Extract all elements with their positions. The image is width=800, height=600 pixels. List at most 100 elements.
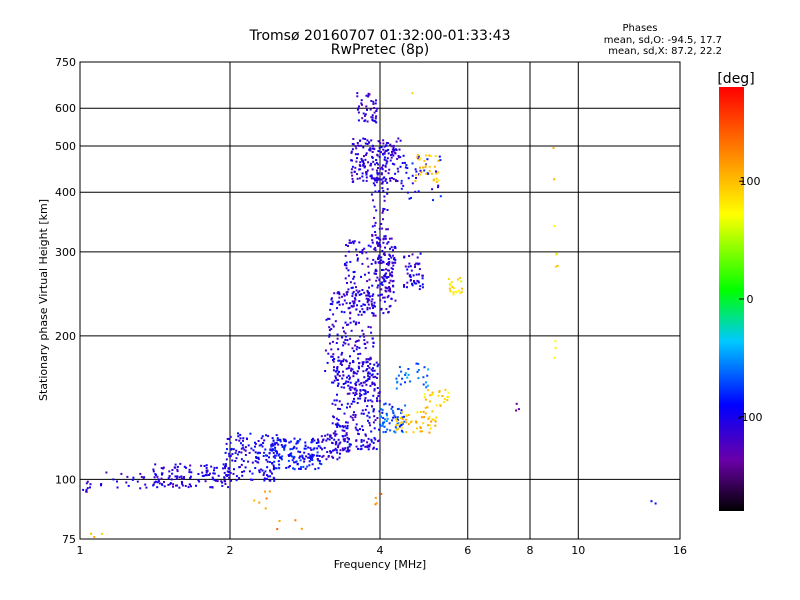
data-point <box>347 450 350 453</box>
data-point <box>235 475 238 478</box>
data-point <box>358 362 361 364</box>
data-point <box>379 167 382 170</box>
data-point <box>343 429 346 432</box>
data-point <box>355 428 358 431</box>
data-point <box>402 154 405 157</box>
data-point <box>311 457 313 460</box>
data-point <box>366 368 369 371</box>
data-point <box>381 283 384 286</box>
data-point <box>343 311 346 314</box>
data-point <box>232 472 235 475</box>
data-point <box>407 423 410 426</box>
data-point <box>394 151 396 154</box>
data-point <box>251 472 254 475</box>
data-point <box>366 291 369 293</box>
data-point <box>370 193 373 196</box>
data-point <box>374 246 377 249</box>
data-point <box>349 260 352 263</box>
data-point <box>371 168 374 171</box>
data-point <box>357 397 360 400</box>
data-point <box>390 246 393 249</box>
data-point <box>311 438 313 441</box>
data-point <box>374 272 377 275</box>
data-point <box>299 459 302 462</box>
data-point <box>262 442 265 444</box>
data-point <box>245 437 248 440</box>
data-point <box>189 477 192 479</box>
data-point <box>382 238 385 241</box>
data-point <box>368 93 371 96</box>
data-point <box>382 218 384 221</box>
data-point <box>337 348 340 351</box>
data-point <box>308 464 311 467</box>
data-point <box>362 137 365 140</box>
data-point <box>354 344 357 347</box>
data-point <box>383 152 386 155</box>
data-point <box>293 461 296 464</box>
data-point <box>371 241 374 244</box>
data-point <box>357 447 359 450</box>
data-point <box>375 377 378 379</box>
data-point <box>152 470 155 473</box>
data-point <box>388 253 391 256</box>
data-point <box>273 466 275 469</box>
data-point <box>330 348 333 351</box>
data-point <box>354 298 357 301</box>
data-point <box>340 353 343 356</box>
data-point <box>362 363 364 365</box>
data-point <box>345 291 348 294</box>
data-point <box>376 286 379 289</box>
data-point <box>415 170 418 173</box>
data-point <box>344 434 347 437</box>
data-point <box>379 245 382 248</box>
data-point <box>254 445 256 448</box>
data-point <box>342 426 345 429</box>
data-point <box>288 454 290 457</box>
data-point <box>380 182 383 185</box>
data-point <box>392 150 395 153</box>
data-point <box>360 440 363 443</box>
data-point <box>311 456 314 458</box>
data-point <box>380 173 383 176</box>
data-point <box>277 443 280 446</box>
data-point <box>387 310 390 313</box>
data-point <box>242 460 245 462</box>
data-point <box>380 493 383 495</box>
data-point <box>394 172 397 175</box>
x-tick-label: 4 <box>377 544 384 557</box>
data-point <box>369 147 372 150</box>
data-point <box>234 452 237 455</box>
data-point <box>358 290 361 293</box>
data-point <box>283 448 286 451</box>
data-point <box>389 159 392 162</box>
data-point <box>400 429 403 432</box>
data-point <box>268 452 271 455</box>
chart-title: Tromsø 20160707 01:32:00-01:33:43 <box>249 28 511 44</box>
data-point <box>323 446 326 449</box>
data-point <box>354 382 357 385</box>
data-point <box>417 280 420 283</box>
data-point <box>200 464 203 467</box>
data-point <box>361 262 364 265</box>
data-point <box>419 173 421 176</box>
data-point <box>327 455 330 458</box>
data-point <box>369 424 371 427</box>
data-point <box>363 399 366 402</box>
data-point <box>378 178 381 181</box>
data-point <box>312 437 314 440</box>
data-point <box>335 342 338 344</box>
data-point <box>387 294 390 297</box>
data-point <box>370 438 373 441</box>
data-point <box>364 113 367 116</box>
data-point <box>269 470 272 473</box>
data-point <box>366 169 369 172</box>
data-point <box>553 356 556 359</box>
data-point <box>388 287 391 290</box>
data-point <box>387 276 390 278</box>
data-point <box>357 339 360 342</box>
data-point <box>313 447 316 450</box>
data-point <box>342 358 345 361</box>
data-point <box>389 288 391 291</box>
data-point <box>388 168 391 171</box>
data-point <box>291 459 294 462</box>
